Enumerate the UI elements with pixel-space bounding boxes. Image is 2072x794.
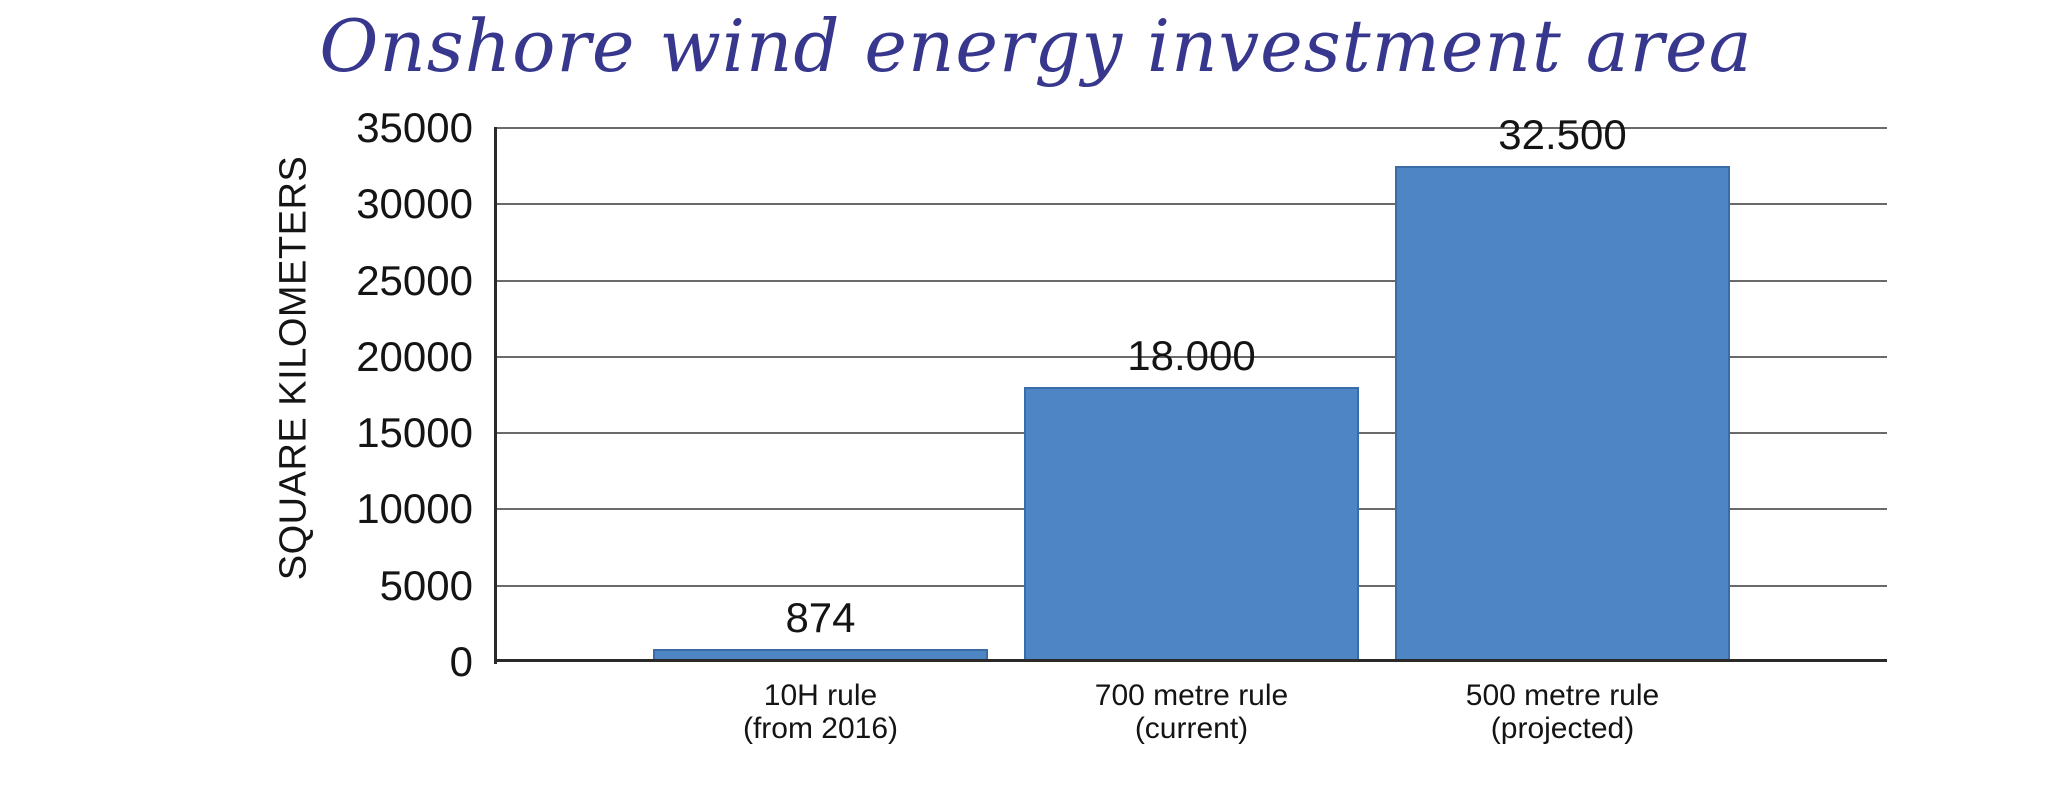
- bar-2: [1024, 387, 1359, 662]
- category-label-line: (projected): [1490, 712, 1635, 745]
- plot-area: 874 18.000 32.500: [494, 114, 1887, 664]
- x-axis-line: [496, 659, 1887, 662]
- value-label-2: 18.000: [1127, 332, 1256, 380]
- y-tick-label: 5000: [379, 561, 473, 609]
- y-tick-label: 35000: [356, 104, 473, 151]
- value-label-3: 32.500: [1498, 111, 1627, 159]
- y-tick-label: 25000: [356, 256, 473, 304]
- category-label-3: 500 metre rule (projected): [1313, 679, 1813, 745]
- chart-title: Onshore wind energy investment area: [319, 4, 1753, 88]
- category-label-line: (from 2016): [742, 712, 899, 745]
- bar-3: [1395, 166, 1730, 662]
- category-label-2: 700 metre rule (current): [942, 679, 1442, 745]
- y-tick-label: 0: [449, 638, 473, 685]
- category-label-line: 10H rule: [763, 679, 878, 712]
- gridline-25000: [496, 279, 1887, 282]
- y-tick-label: 20000: [356, 332, 473, 380]
- category-label-line: (current): [1134, 712, 1249, 745]
- category-label-line: 500 metre rule: [1465, 679, 1660, 712]
- y-tick-label: 15000: [356, 409, 473, 457]
- category-label-line: 700 metre rule: [1094, 679, 1289, 712]
- value-label-1: 874: [785, 593, 856, 641]
- gridline-30000: [496, 203, 1887, 206]
- gridline-20000: [496, 355, 1887, 358]
- y-tick-label: 10000: [356, 485, 473, 533]
- gridline-35000: [496, 127, 1887, 129]
- category-label-1: 10H rule (from 2016): [571, 679, 1071, 745]
- y-axis-line: [494, 127, 497, 664]
- y-tick-label: 30000: [356, 180, 473, 228]
